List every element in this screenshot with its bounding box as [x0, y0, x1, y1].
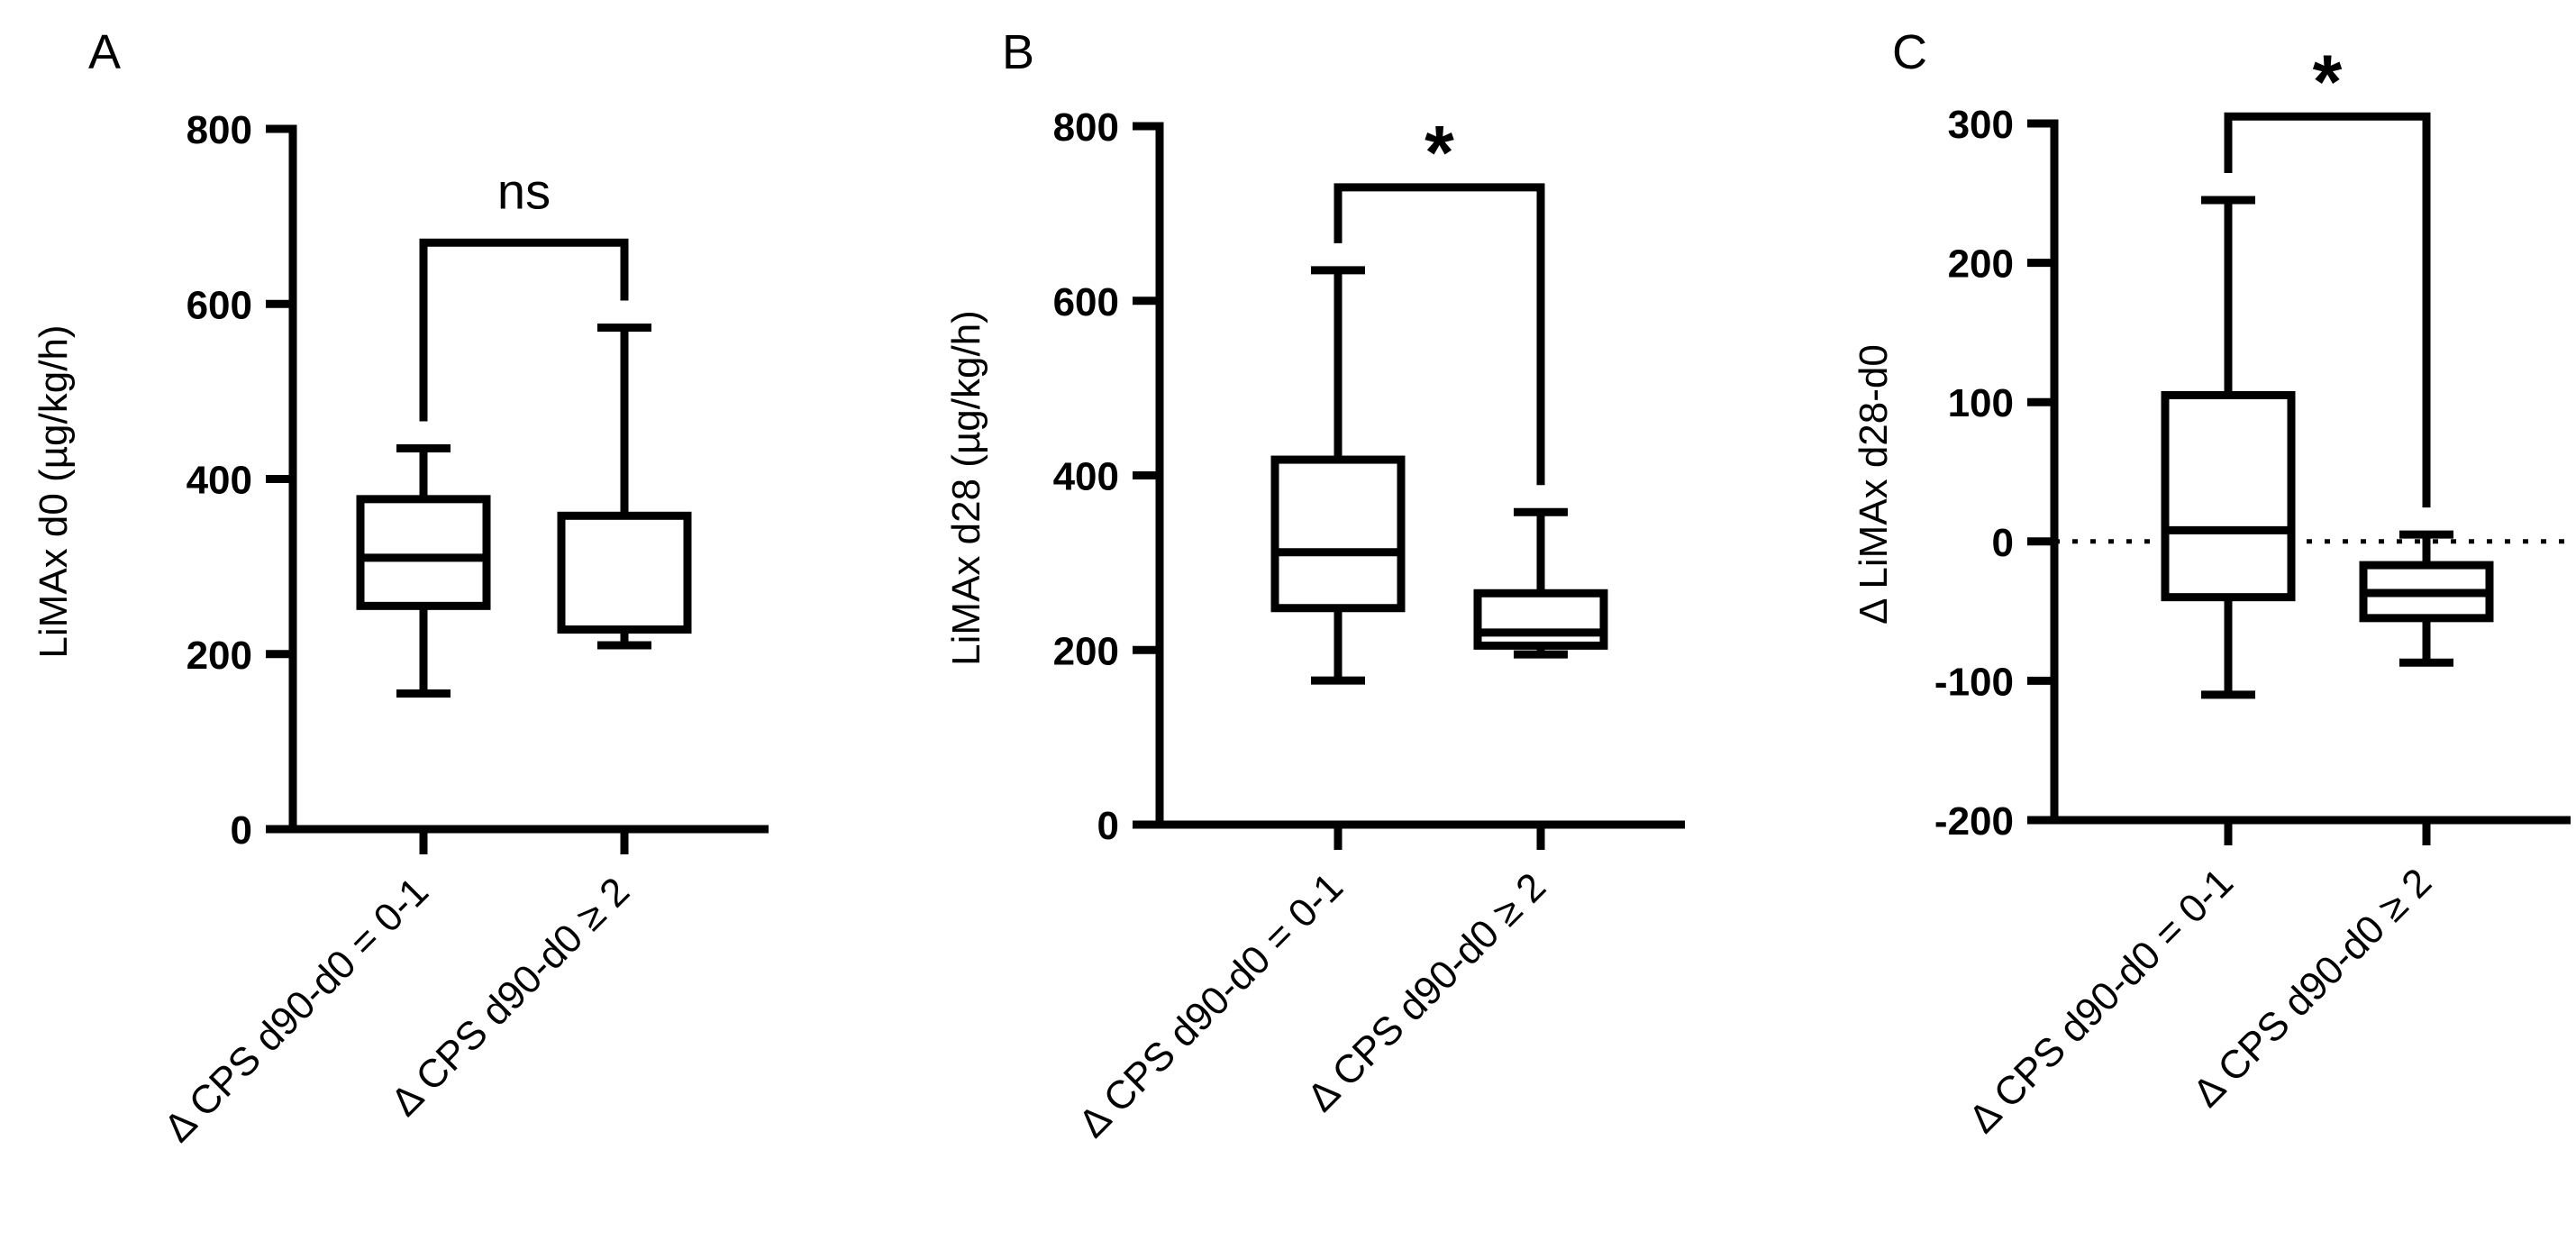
- panel-a: A 0 200 400 600 800 LiMAx d0 (µg/kg/h) Δ CPS d9…: [32, 25, 769, 1151]
- box-iqr: [2161, 390, 2296, 602]
- box-2: [2359, 530, 2494, 667]
- y-tick-label: 200: [1948, 242, 2014, 287]
- y-tick-label: -200: [1934, 799, 2014, 844]
- box-2: [557, 323, 692, 650]
- box-1: [1270, 266, 1406, 685]
- panel-letter: C: [1892, 25, 1927, 79]
- y-tick-label: 400: [187, 459, 252, 503]
- box-1: [356, 444, 491, 698]
- y-axis-title: LiMAx d28 (µg/kg/h): [944, 310, 988, 666]
- y-tick-label: 0: [1097, 804, 1119, 848]
- y-tick-label: 300: [1948, 103, 2014, 147]
- y-tick-label: 600: [187, 283, 252, 327]
- significance-label: *: [1425, 110, 1454, 195]
- box-iqr: [1473, 589, 1608, 650]
- panel-letter: B: [1002, 25, 1034, 79]
- panel-b: B 0 200 400 600 800 LiMAx d28 (µg/kg/h) Δ CPS d…: [944, 25, 1685, 1146]
- box-2: [1473, 507, 1608, 659]
- box-iqr: [1270, 455, 1406, 613]
- y-tick-label: 600: [1053, 280, 1119, 324]
- significance-label: *: [2313, 39, 2343, 123]
- y-tick-label: 200: [187, 634, 252, 678]
- significance-label: ns: [497, 162, 551, 219]
- panel-letter: A: [88, 25, 121, 79]
- y-axis-title: Δ LiMAx d28-d0: [1852, 344, 1896, 625]
- y-axis-title: LiMAx d0 (µg/kg/h): [32, 324, 76, 658]
- y-tick-label: 100: [1948, 381, 2014, 425]
- category-label: Δ CPS d90-d0 = 0-1: [156, 869, 437, 1150]
- y-tick-label: -100: [1934, 660, 2014, 704]
- y-tick-label: 800: [187, 108, 252, 152]
- y-tick-label: 0: [231, 808, 252, 853]
- y-tick-label: 800: [1053, 105, 1119, 150]
- significance-bracket: [419, 238, 629, 422]
- y-tick-label: 0: [1992, 521, 2014, 565]
- y-tick-label: 400: [1053, 455, 1119, 499]
- category-label: Δ CPS d90-d0 = 0-1: [1070, 864, 1352, 1145]
- y-tick-label: 200: [1053, 629, 1119, 673]
- box-iqr: [557, 511, 692, 634]
- significance-bracket: [1334, 183, 1545, 486]
- significance-bracket: [2224, 112, 2431, 508]
- box-1: [2161, 196, 2296, 699]
- box-iqr: [356, 495, 491, 610]
